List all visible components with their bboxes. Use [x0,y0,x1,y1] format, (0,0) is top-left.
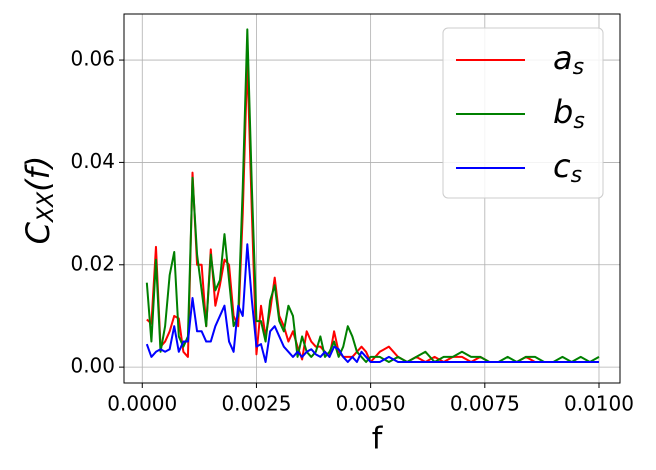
x-tick-label: 0.0100 [564,392,634,416]
legend-label: bs [553,93,585,134]
y-label-base: C [19,221,57,244]
y-tick-label: 0.06 [70,47,115,71]
y-axis-label: CXX(f) [19,156,59,245]
legend-label: cs [553,147,582,188]
legend-name: c [553,147,571,185]
legend-name: a [553,39,573,77]
x-axis-label: f [372,422,384,457]
legend-sub: s [573,55,584,80]
plot-frame [123,13,621,384]
legend-label: as [553,39,584,80]
legend-sub: s [573,109,584,134]
y-label-rest: (f) [19,156,57,192]
line [145,243,599,364]
y-tick-label: 0.04 [70,149,115,173]
legend-sub: s [571,163,582,188]
y-tick-label: 0.02 [70,251,115,275]
x-tick-label: 0.0050 [336,392,406,416]
y-tick-label: 0.00 [70,354,115,378]
y-label-sub: XX [34,191,59,223]
line [145,28,600,364]
x-tick-label: 0.0000 [107,392,177,416]
x-tick-label: 0.0075 [450,392,520,416]
legend-name: b [553,93,573,131]
x-tick-label: 0.0025 [221,392,291,416]
